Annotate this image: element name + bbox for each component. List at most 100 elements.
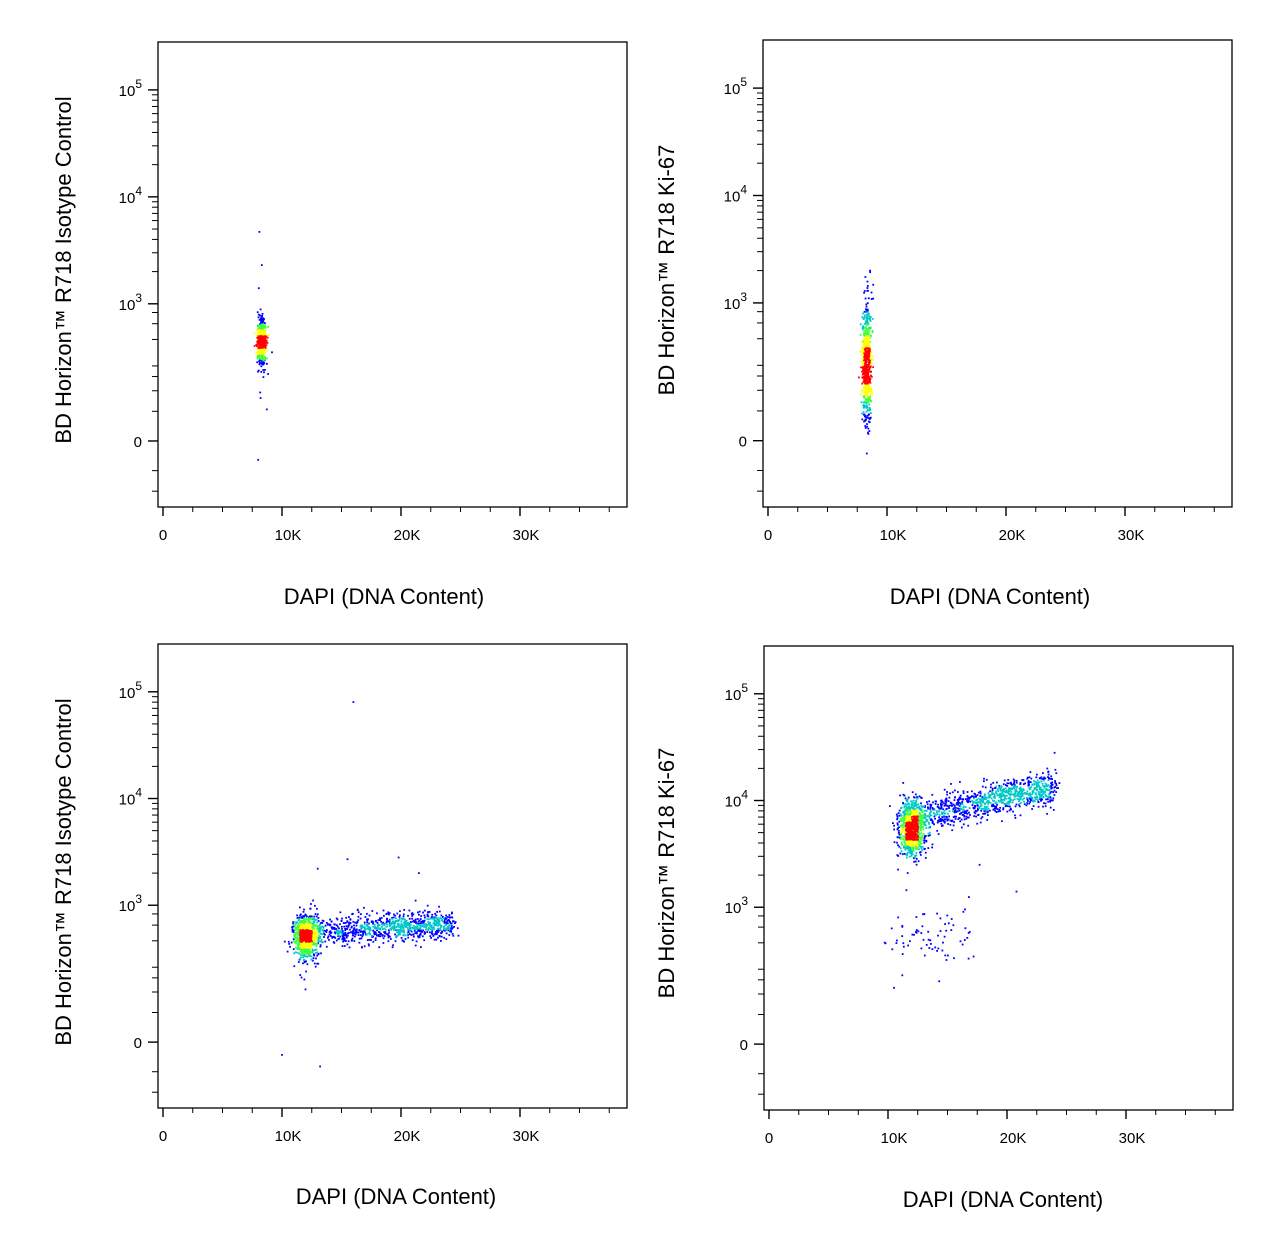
data-point [866,377,869,379]
data-point [1051,799,1054,802]
data-point [308,938,310,940]
data-point [398,916,401,918]
data-point [959,813,961,815]
data-point [866,423,868,425]
data-point [994,809,996,812]
data-point [988,796,991,799]
data-point [868,421,871,424]
data-point [865,303,868,306]
data-point [319,1065,321,1068]
data-point [920,837,923,840]
data-point [303,933,305,936]
data-point [1009,807,1012,810]
data-point [365,925,368,927]
data-point [260,324,262,327]
data-point [957,800,960,803]
data-point [952,803,955,806]
data-point [929,803,932,806]
data-point [904,831,906,834]
data-point [863,340,866,343]
data-point [864,350,867,353]
data-point [915,827,917,830]
data-point [865,356,868,359]
data-point [324,924,327,927]
data-point [974,802,977,804]
data-point [866,315,868,318]
data-point [979,821,982,824]
data-point [426,931,429,933]
data-point [862,326,864,328]
data-point [927,815,930,817]
data-point [334,937,337,939]
data-point [346,943,349,946]
data-point [295,926,298,929]
data-point [908,825,910,828]
data-point [915,815,917,818]
data-point [451,927,454,929]
data-point [293,935,296,937]
data-point [392,925,394,928]
data-point [1039,798,1042,801]
data-point [434,932,437,935]
data-point [339,931,342,934]
data-point [998,793,1001,795]
data-point [868,352,871,355]
data-point [867,395,870,397]
data-point [980,804,983,807]
data-point [265,344,268,347]
x-tick-label: 10K [881,1130,908,1147]
data-point [915,800,918,802]
data-point [961,826,963,829]
data-point [1050,785,1052,788]
data-point [908,851,911,853]
data-point [300,916,303,918]
data-point [414,928,417,931]
data-point [257,348,260,351]
data-point [1037,791,1040,793]
data-point [923,805,925,808]
data-point [868,398,871,401]
data-point [333,928,336,931]
data-point [950,929,953,931]
data-point [910,855,913,857]
data-point [867,314,869,317]
data-point [863,343,865,345]
data-point [1050,790,1053,793]
data-point [974,795,977,798]
data-point [346,858,349,861]
data-point [906,829,909,831]
data-point [354,935,356,938]
data-point [967,796,970,799]
data-point [941,816,944,818]
data-point [1009,800,1011,803]
data-point [987,801,990,803]
data-point [257,370,259,373]
data-point [863,370,866,373]
data-point [296,934,299,937]
data-point [424,932,426,935]
data-point [422,911,424,914]
data-point [443,936,446,939]
data-point [451,912,453,915]
data-point [919,813,922,816]
data-point [1044,805,1047,808]
data-point [943,818,946,821]
data-point [947,922,950,925]
data-point [428,911,431,913]
data-point [312,935,314,937]
data-point [363,906,365,909]
data-point [866,383,869,386]
data-point [308,932,310,935]
data-point [935,814,937,817]
data-point [311,959,314,962]
data-point [915,929,918,931]
data-point [387,933,390,936]
data-point [341,938,344,941]
data-point [422,929,424,932]
data-point [869,359,871,362]
data-point [907,796,910,799]
data-point [448,934,451,936]
data-point [315,936,317,938]
data-point [911,804,914,807]
data-point [921,925,924,928]
